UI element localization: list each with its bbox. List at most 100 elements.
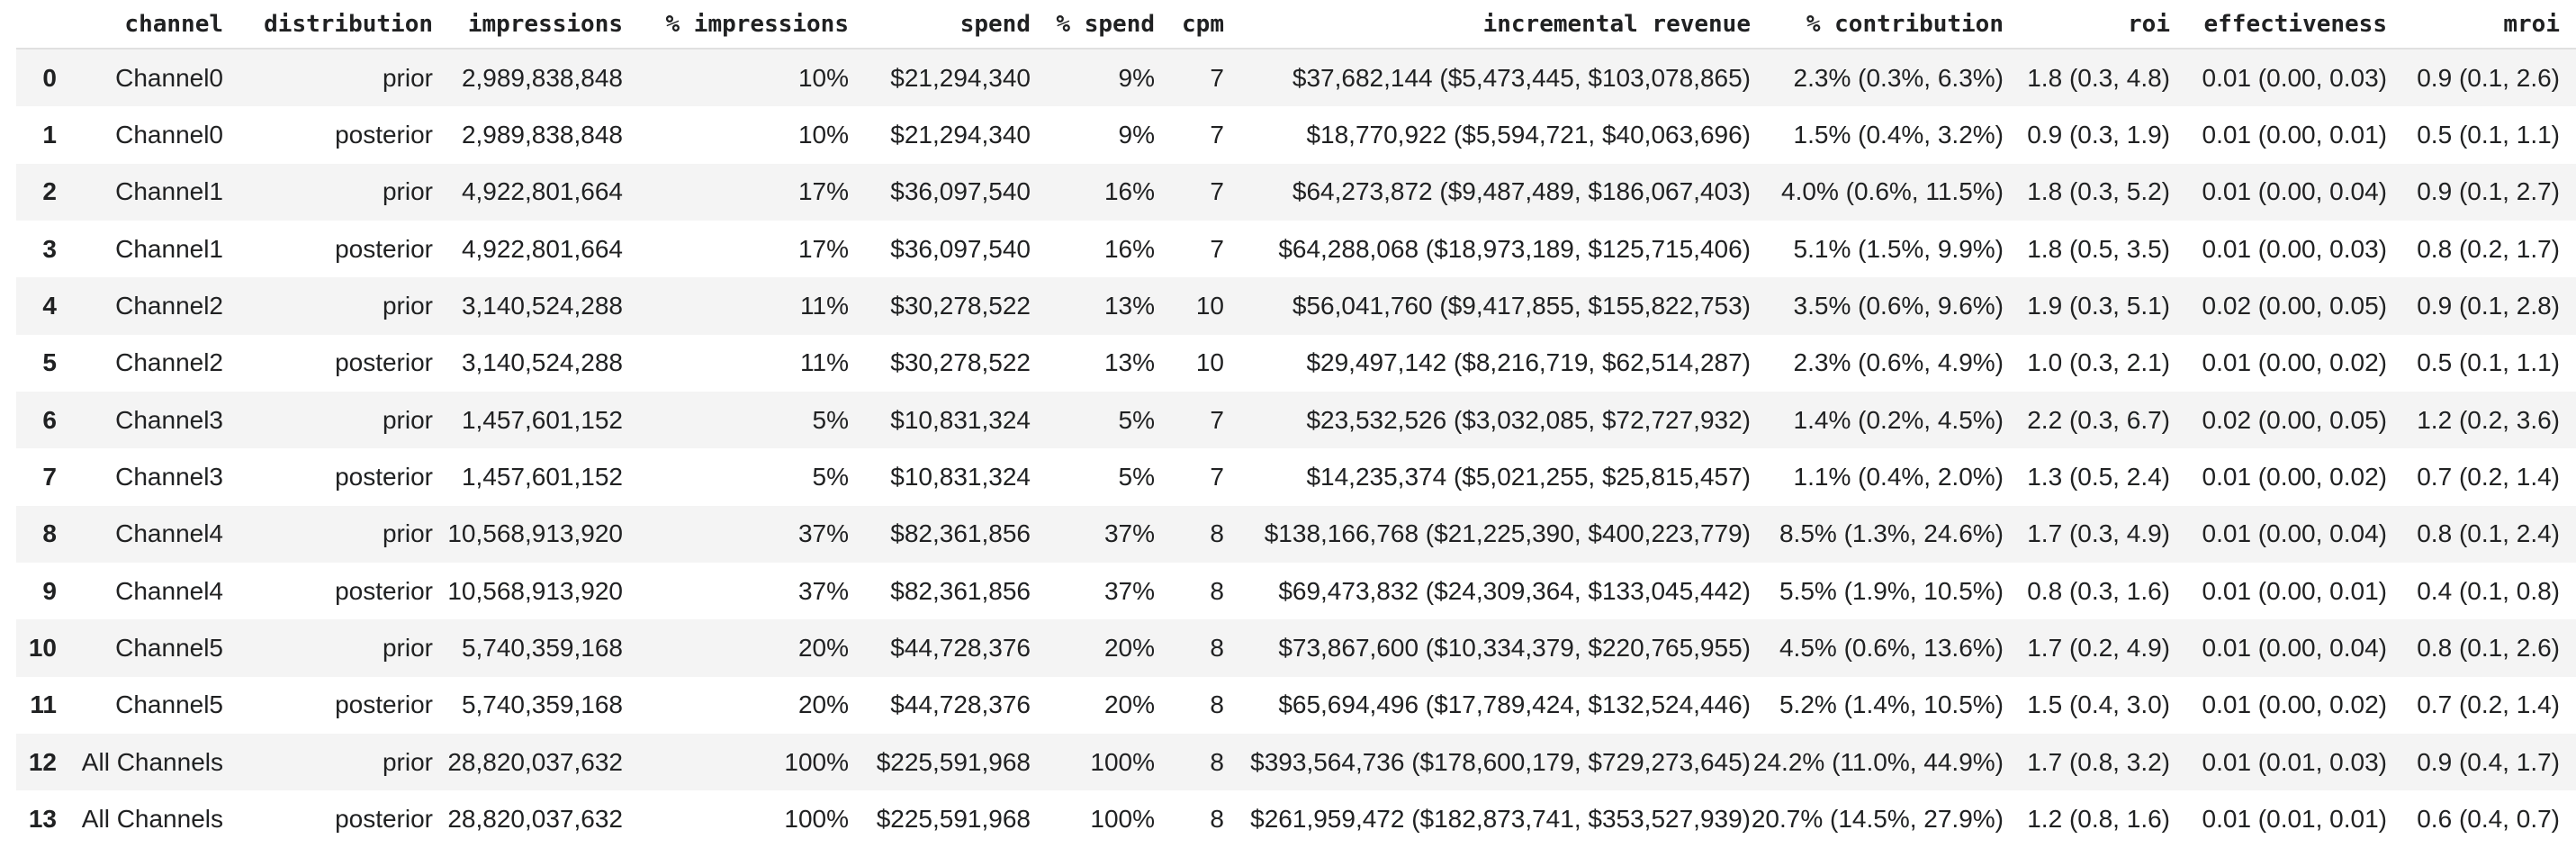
cell: 2.3% (0.3%, 6.3%): [1793, 63, 2004, 92]
cell: 0.02 (0.00, 0.05): [2202, 405, 2387, 434]
cell: 0.01 (0.00, 0.04): [2202, 519, 2387, 548]
cell: 0.01 (0.00, 0.02): [2202, 348, 2387, 377]
cell: 100%: [784, 747, 849, 776]
cell: Channel1: [115, 177, 223, 206]
cell: Channel3: [115, 405, 223, 434]
cell: 1.7 (0.2, 4.9): [2027, 634, 2170, 663]
cell: 4.5% (0.6%, 13.6%): [1779, 634, 2004, 663]
cell: 5.2% (1.4%, 10.5%): [1779, 690, 2004, 719]
cell: 13%: [1103, 348, 1155, 377]
cell: Channel0: [115, 63, 223, 92]
cell: Channel2: [115, 292, 223, 320]
cell: prior: [382, 747, 433, 776]
cell: $30,278,522: [890, 348, 1031, 377]
cell: Channel1: [115, 234, 223, 263]
cell: 10,568,913,920: [447, 576, 623, 605]
cell: 1.8 (0.3, 5.2): [2027, 177, 2170, 206]
table-row: 0 Channel0 prior 2,989,838,848 10% $21,294,34…: [16, 49, 2576, 107]
cell: 10%: [797, 63, 849, 92]
cell: $82,361,856: [890, 576, 1031, 605]
table-row: 13 All Channels posterior 28,820,037,632 100…: [16, 790, 2576, 847]
cell: 37%: [797, 576, 849, 605]
cell: $56,041,760 ($9,417,855, $155,822,753): [1292, 292, 1751, 320]
row-index: 3: [42, 234, 57, 263]
cell: 0.5 (0.1, 1.1): [2417, 348, 2560, 377]
cell: 28,820,037,632: [447, 747, 623, 776]
cell: $225,591,968: [876, 747, 1031, 776]
cell: 16%: [1103, 177, 1155, 206]
cell: $18,770,922 ($5,594,721, $40,063,696): [1306, 121, 1751, 149]
cell: 10: [1195, 348, 1224, 377]
cell: 100%: [784, 805, 849, 834]
cell: 1.5 (0.4, 3.0): [2027, 690, 2170, 719]
cell: 5%: [1118, 405, 1155, 434]
cell: 1.8 (0.3, 4.8): [2027, 63, 2170, 92]
cell: Channel4: [115, 576, 223, 605]
cell: 5%: [812, 405, 849, 434]
column-header: mroi: [2387, 0, 2576, 50]
cell: 20%: [1103, 634, 1155, 663]
header-row: channel distribution impressions% impressi…: [16, 0, 2576, 50]
cell: 0.7 (0.2, 1.4): [2417, 463, 2560, 492]
cell: 9%: [1118, 63, 1155, 92]
cell: posterior: [335, 121, 433, 149]
cell: $82,361,856: [890, 519, 1031, 548]
cell: 17%: [797, 177, 849, 206]
column-header: distribution: [223, 0, 433, 50]
table-row: 10 Channel5 prior 5,740,359,168 20% $44,728,3…: [16, 619, 2576, 677]
cell: 0.8 (0.2, 1.7): [2417, 234, 2560, 263]
cell: 0.4 (0.1, 0.8): [2417, 576, 2560, 605]
cell: 7: [1210, 463, 1224, 492]
cell: $36,097,540: [890, 234, 1031, 263]
row-index: 1: [42, 121, 57, 149]
cell: 0.02 (0.00, 0.05): [2202, 292, 2387, 320]
row-index: 12: [28, 747, 57, 776]
cell: 0.01 (0.00, 0.01): [2202, 576, 2387, 605]
cell: 37%: [797, 519, 849, 548]
table-row: 11 Channel5 posterior 5,740,359,168 20% $44,7…: [16, 677, 2576, 734]
cell: posterior: [335, 463, 433, 492]
index-column-header: [16, 0, 57, 50]
cell: 8: [1210, 519, 1224, 548]
cell: 8: [1210, 690, 1224, 719]
cell: 3,140,524,288: [461, 292, 623, 320]
cell: $21,294,340: [890, 63, 1031, 92]
cell: All Channels: [81, 805, 223, 834]
cell: prior: [382, 177, 433, 206]
cell: 100%: [1090, 747, 1155, 776]
cell: $225,591,968: [876, 805, 1031, 834]
cell: 0.01 (0.00, 0.04): [2202, 177, 2387, 206]
cell: 100%: [1090, 805, 1155, 834]
cell: 0.01 (0.00, 0.03): [2202, 234, 2387, 263]
cell: 7: [1210, 177, 1224, 206]
cell: $30,278,522: [890, 292, 1031, 320]
cell: 0.01 (0.00, 0.01): [2202, 121, 2387, 149]
cell: 0.8 (0.3, 1.6): [2027, 576, 2170, 605]
cell: 0.9 (0.3, 1.9): [2027, 121, 2170, 149]
table-row: 3 Channel1 posterior 4,922,801,664 17% $36,09…: [16, 221, 2576, 277]
column-header: roi: [2004, 0, 2170, 50]
cell: 0.01 (0.01, 0.01): [2202, 805, 2387, 834]
cell: 16%: [1103, 234, 1155, 263]
cell: $44,728,376: [890, 690, 1031, 719]
cell: 8: [1210, 747, 1224, 776]
column-header: channel: [57, 0, 223, 50]
cell: 8: [1210, 634, 1224, 663]
cell: 0.01 (0.00, 0.03): [2202, 63, 2387, 92]
cell: 0.8 (0.1, 2.6): [2417, 634, 2560, 663]
cell: 17%: [797, 234, 849, 263]
cell: $37,682,144 ($5,473,445, $103,078,865): [1292, 63, 1751, 92]
cell: 20%: [797, 634, 849, 663]
cell: 5%: [1118, 463, 1155, 492]
cell: $36,097,540: [890, 177, 1031, 206]
cell: 7: [1210, 405, 1224, 434]
cell: 4.0% (0.6%, 11.5%): [1781, 177, 2004, 206]
cell: 11%: [800, 292, 849, 320]
cell: posterior: [335, 348, 433, 377]
cell: All Channels: [81, 747, 223, 776]
cell: 5.1% (1.5%, 9.9%): [1793, 234, 2004, 263]
cell: 0.9 (0.1, 2.7): [2417, 177, 2560, 206]
cell: $10,831,324: [890, 463, 1031, 492]
cell: Channel2: [115, 348, 223, 377]
cell: $64,273,872 ($9,487,489, $186,067,403): [1292, 177, 1751, 206]
